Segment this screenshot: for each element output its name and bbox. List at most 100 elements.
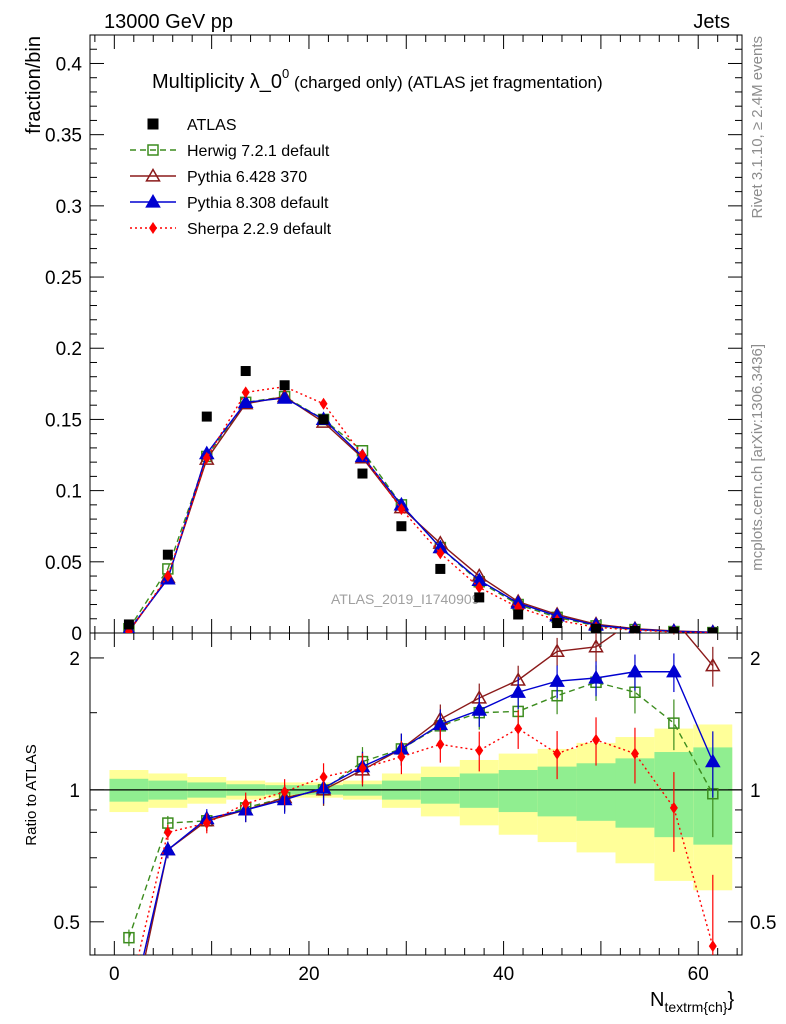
legend-label: Pythia 8.308 default [187,195,329,212]
energy-label: 13000 GeV pp [104,11,233,33]
ratio-y-axis-label: Ratio to ATLAS [23,744,40,845]
chart-title-rest: (charged only) (ATLAS jet fragmentation) [289,73,602,92]
series-marker-ratio [705,753,721,768]
series-marker-ratio [471,702,488,716]
atlas-data-point [240,366,251,377]
series-line-main [128,385,713,633]
series-marker-ratio [549,643,565,658]
series-marker-main [241,386,250,399]
series-marker-main [202,451,211,464]
series-line-ratio [142,671,714,955]
legend-label: ATLAS [187,117,237,134]
inner-band-bin [498,770,538,813]
atlas-data-point [668,627,679,633]
ratio-tick-label-right: 1 [750,781,761,802]
series-marker-ratio [669,801,678,814]
series-marker-main [276,390,293,404]
series-marker-ratio [588,638,604,653]
atlas-data-point [201,411,212,422]
series-marker-ratio [630,747,639,760]
ratio-tick-label-right: 0.5 [750,913,776,934]
y-tick-label: 0.1 [56,482,82,503]
atlas-data-point [123,619,134,630]
atlas-data-point [279,380,290,391]
series-marker-main [237,394,254,408]
chart-title-superscript: 0 [282,66,289,81]
series-marker-ratio [319,770,328,783]
atlas-data-point [591,623,602,633]
ratio-tick-label: 2 [69,649,80,670]
legend-marker [145,167,161,182]
y-tick-label: 0.25 [45,268,82,289]
series-marker-ratio [122,1013,135,1024]
chart-title-main: Multiplicity λ_0 [152,71,282,93]
atlas-data-point [162,549,173,560]
series-marker-main [475,581,484,594]
series-marker-ratio [514,722,523,735]
y-tick-label: 0.4 [56,54,83,75]
series-line-ratio [137,727,714,955]
x-axis-label-main: N [650,989,664,1011]
y-tick-label: 0.3 [56,197,82,218]
x-axis-label: Ntextrm{ch}} [650,989,734,1015]
atlas-data-point [513,609,524,620]
series-marker-main [319,397,328,410]
series-line-main [128,397,713,633]
legend-marker [149,222,157,234]
y-tick-label: 0 [71,624,82,645]
analysis-watermark: ATLAS_2019_I1740909 [331,591,480,607]
legend: ATLAS Herwig 7.2.1 default Pythia 6.428 37… [130,117,332,238]
legend-label: Herwig 7.2.1 default [187,143,330,160]
series-marker-ratio [553,747,562,760]
series-marker-main [436,547,445,560]
series-line-ratio [144,633,714,955]
x-tick-label: 0 [109,964,120,985]
series-marker-ratio [241,797,250,810]
series-marker-ratio [280,785,289,798]
series-marker-ratio [592,733,601,746]
y-axis-label: fraction/bin [23,36,45,134]
atlas-data-point [318,414,329,425]
legend-label: Sherpa 2.2.9 default [187,221,332,238]
legend-marker [147,144,159,156]
atlas-data-point [396,521,407,532]
category-label: Jets [693,11,730,33]
atlas-data-point [552,618,563,629]
series-marker-ratio [397,750,406,763]
series-marker-ratio [475,744,484,757]
uncertainty-bands [90,724,742,891]
series-marker-main [358,449,367,462]
inner-band-bin [576,763,616,821]
atlas-data-point [435,563,446,574]
series-marker-ratio [163,826,172,839]
series-marker-ratio [627,663,643,678]
atlas-data-point [707,627,718,633]
ratio-frame [89,632,743,956]
atlas-data-point [357,468,368,479]
series-marker-ratio [510,684,526,698]
series-marker-ratio [123,931,135,944]
series-marker-ratio [436,738,445,751]
y-tick-label: 0.05 [45,553,82,574]
atlas-data-point [629,625,640,633]
legend-label: Pythia 6.428 370 [187,169,307,186]
series-marker-ratio [667,613,680,624]
mcplots-label: mcplots.cern.ch [arXiv:1306.3436] [749,344,766,571]
series-marker-ratio [588,669,604,684]
series-marker-main [163,570,172,583]
series-marker-ratio [708,940,717,953]
x-axis-label-close: } [727,989,734,1011]
series-marker-ratio [668,717,680,729]
inner-band-bin [459,773,499,808]
x-tick-label: 40 [493,964,514,985]
y-tick-label: 0.2 [56,339,82,360]
series-marker-ratio [125,989,133,1001]
legend-marker [145,193,161,208]
rivet-version-label: Rivet 3.1.10, ≥ 2.4M events [749,36,766,219]
y-tick-label: 0.35 [45,126,82,147]
ratio-tick-label-right: 2 [750,649,761,670]
series-marker-ratio [202,817,211,830]
ratio-tick-label: 1 [69,781,80,802]
